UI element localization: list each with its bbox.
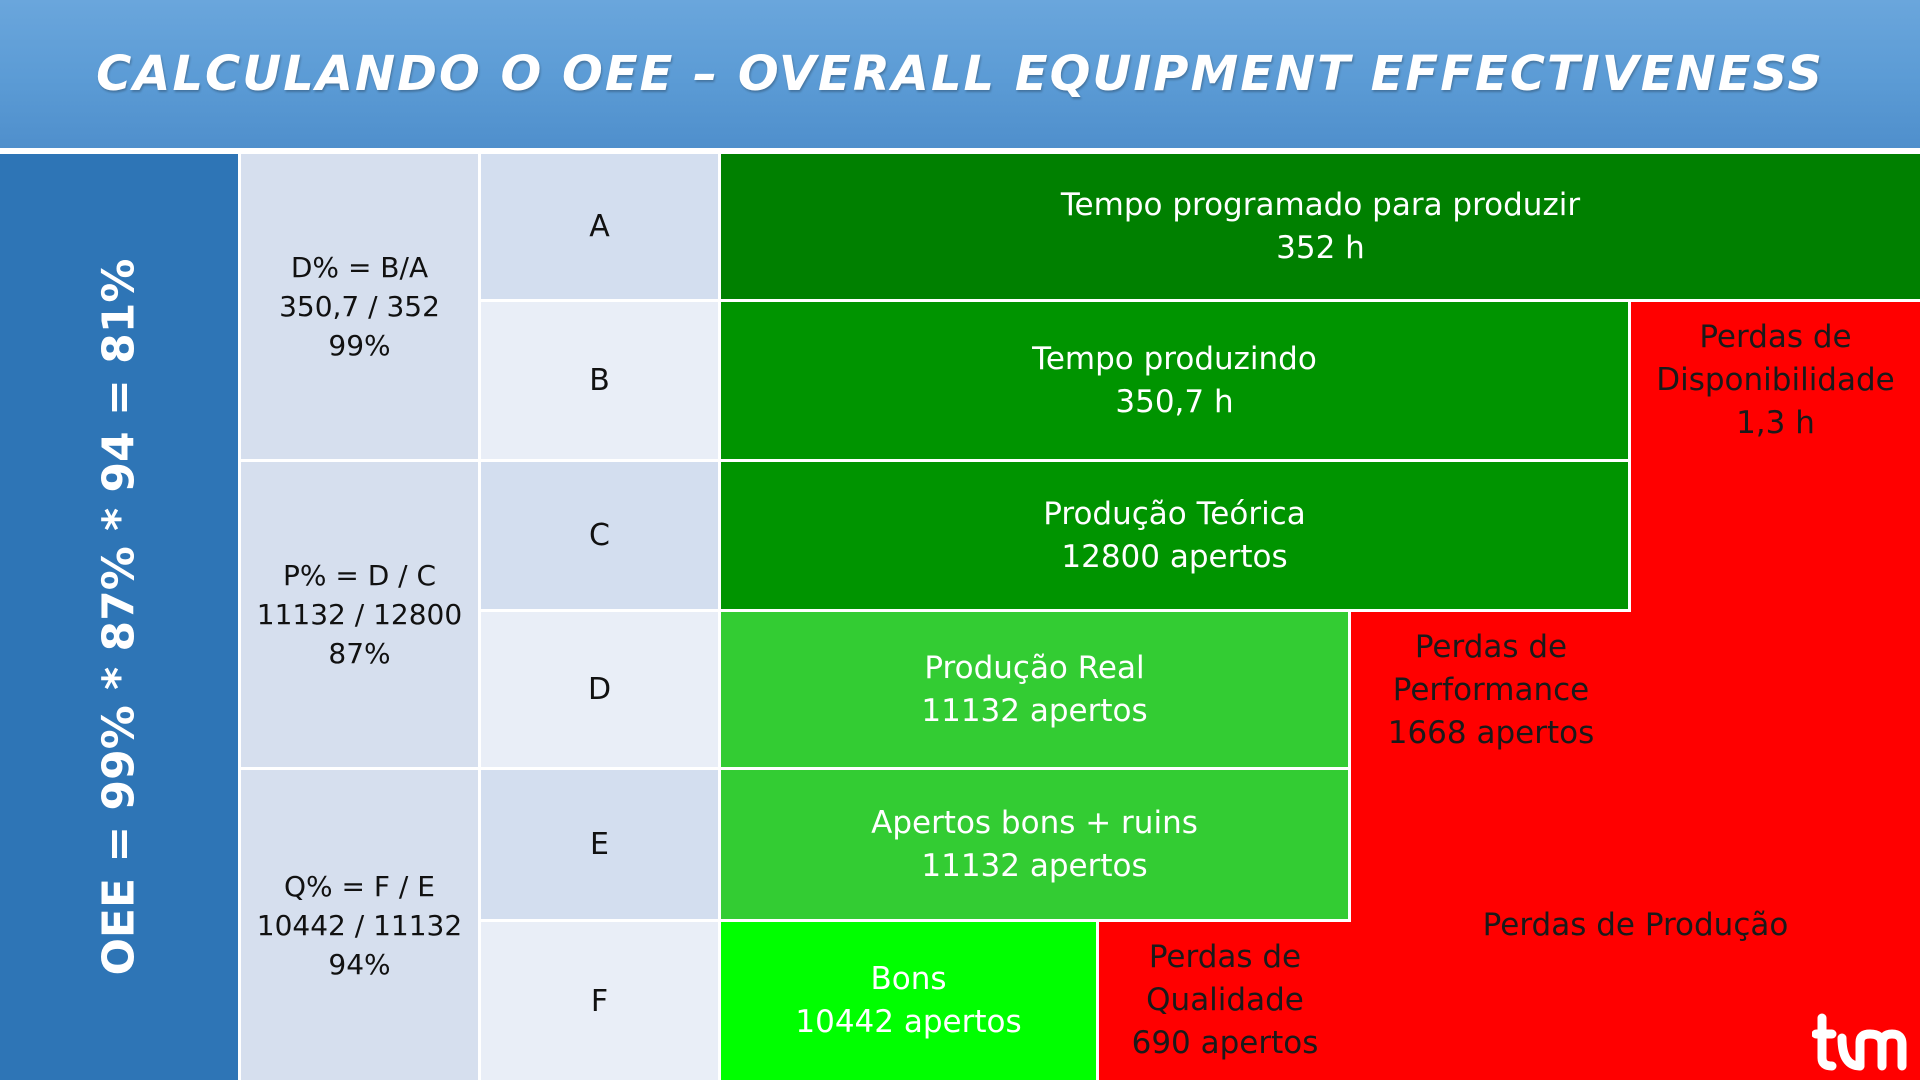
running-time-block: Tempo produzindo 350,7 h: [721, 302, 1628, 459]
quality-loss-region: [1099, 922, 1351, 1080]
row-label-e: E: [481, 770, 718, 919]
good-and-bad-block: Apertos bons + ruins 11132 apertos: [721, 770, 1348, 919]
row-label-a: A: [481, 154, 718, 299]
row-label-f: F: [481, 922, 718, 1080]
availability-formula: D% = B/A 350,7 / 352 99%: [241, 154, 478, 459]
row-label-c: C: [481, 462, 718, 609]
row-label-d: D: [481, 612, 718, 767]
performance-formula: P% = D / C 11132 / 12800 87%: [241, 462, 478, 767]
theoretical-production-block: Produção Teórica 12800 apertos: [721, 462, 1628, 609]
production-loss-label: Perdas de Produção: [1482, 907, 1789, 943]
real-production-block: Produção Real 11132 apertos: [721, 612, 1348, 767]
scheduled-time-block: Tempo programado para produzir 352 h: [721, 154, 1920, 299]
availability-loss-label: Perdas de Disponibilidade 1,3 h: [1656, 319, 1895, 441]
row-label-b: B: [481, 302, 718, 459]
oee-summary-panel: [0, 154, 238, 1080]
company-logo-icon: [1811, 1008, 1908, 1072]
performance-loss-region: [1351, 612, 1631, 1080]
availability-loss-region: [1631, 302, 1920, 1080]
page-title: CALCULANDO O OEE – OVERALL EQUIPMENT EFF…: [96, 46, 1824, 102]
performance-loss-label: Perdas de Performance 1668 apertos: [1387, 629, 1595, 751]
oee-formula: OEE = 99% * 87% * 94 = 81%: [93, 258, 145, 976]
quality-formula: Q% = F / E 10442 / 11132 94%: [241, 770, 478, 1080]
good-units-block: Bons 10442 apertos: [721, 922, 1096, 1080]
header-banner: CALCULANDO O OEE – OVERALL EQUIPMENT EFF…: [0, 0, 1920, 148]
quality-loss-label: Perdas de Qualidade 690 apertos: [1131, 939, 1319, 1061]
